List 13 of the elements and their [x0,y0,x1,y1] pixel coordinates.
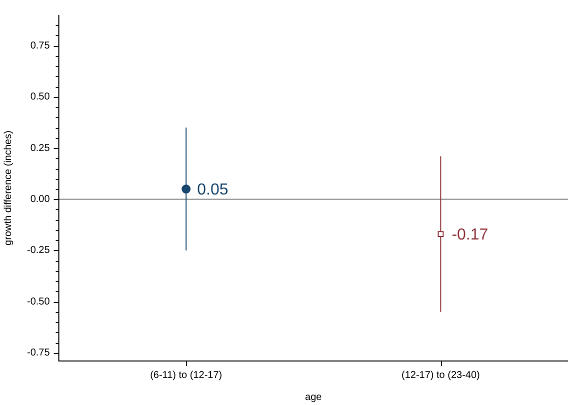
x-tick-label: (12-17) to (23-40) [402,370,480,381]
x-tick-label: (6-11) to (12-17) [150,370,222,381]
y-axis-title: growth difference (inches) [2,130,14,246]
y-tick-label: -0.75 [26,348,50,359]
y-tick-label: 0.00 [30,194,50,206]
x-axis-title: age [305,392,322,403]
y-tick-label: 0.25 [30,142,50,154]
data-label: -0.17 [452,226,488,244]
data-label: 0.05 [197,181,228,198]
y-tick-label: -0.50 [26,296,50,308]
y-tick-label: 0.75 [30,40,50,52]
y-tick-label: 0.50 [30,92,50,103]
y-tick-label: -0.25 [26,245,50,256]
